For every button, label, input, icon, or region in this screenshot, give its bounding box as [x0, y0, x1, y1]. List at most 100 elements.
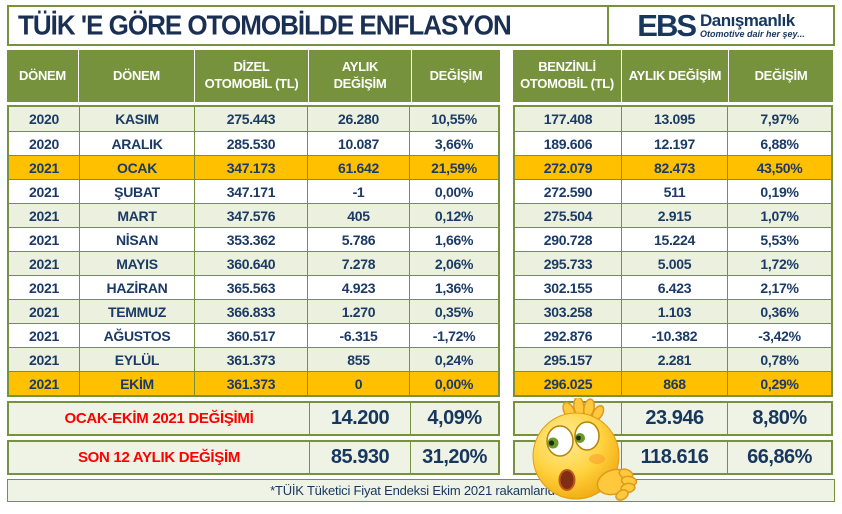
benzin-change-pct-cell: 1,72% — [760, 255, 799, 272]
benzin-price-cell: 302.155 — [515, 276, 622, 299]
benzin-price-cell: 295.157 — [515, 348, 622, 371]
dizel-table: 2020 KASIM 275.443 26.280 10,55% 2020 ARALIK 28… — [7, 105, 500, 397]
header-benzin-monthly-change: AYLIK DEĞİŞİM — [622, 50, 729, 102]
benzin-monthly-change-cell: 5.005 — [622, 252, 728, 275]
month-cell: TEMMUZ — [80, 300, 195, 323]
year-cell: 2021 — [9, 300, 80, 323]
table-row: 303.258 1.103 0,36% — [515, 299, 831, 323]
dizel-monthly-change-cell: 7.278 — [308, 252, 410, 275]
summary-row-ocak-ekim: OCAK-EKİM 2021 DEĞİŞİMİ 14.200 4,09% 23.… — [7, 401, 835, 436]
summary-left-box: OCAK-EKİM 2021 DEĞİŞİMİ 14.200 4,09% — [7, 401, 500, 436]
month-cell: ARALIK — [80, 132, 195, 155]
summary-benzin-pct-value: 8,80% — [752, 407, 807, 429]
summary-benzin-monthly-value: 23.946 — [645, 407, 704, 429]
dizel-change-pct-cell: 0,00% — [434, 183, 474, 200]
benzin-monthly-change-cell: 15.224 — [622, 228, 728, 251]
benzin-price-cell: 272.079 — [515, 156, 622, 179]
header-donem-month: DÖNEM — [79, 50, 195, 102]
dizel-price-cell: 347.173 — [195, 156, 308, 179]
header-benzin-price: BENZİNLİ OTOMOBİL (TL) — [513, 50, 622, 102]
summary-row-son-12-aylik: SON 12 AYLIK DEĞİŞİM 85.930 31,20% 118.6… — [7, 440, 835, 475]
dizel-monthly-change-cell: 0 — [308, 372, 410, 395]
dizel-monthly-change-cell: -6.315 — [308, 324, 410, 347]
ebs-logo: EBS Danışmanlık Otomotive dair her şey..… — [607, 5, 835, 46]
year-cell: 2021 — [9, 348, 80, 371]
dizel-change-pct-cell: 0,24% — [434, 351, 474, 368]
benzin-monthly-change-cell: 1.103 — [622, 300, 728, 323]
summary-dizel-pct-value: 4,09% — [427, 407, 482, 429]
benzin-monthly-change-cell: -10.382 — [622, 324, 728, 347]
logo-company-name: Danışmanlık — [700, 10, 795, 30]
benzin-change-pct-cell: 5,53% — [760, 231, 799, 248]
year-cell: 2021 — [9, 252, 80, 275]
year-cell: 2021 — [9, 156, 80, 179]
benzin-monthly-change-cell: 868 — [622, 372, 728, 395]
dizel-header-group: DÖNEM DÖNEM DİZEL OTOMOBİL (TL) AYLIK DE… — [7, 50, 500, 102]
month-cell: EKİM — [80, 372, 195, 395]
benzin-monthly-change-cell: 511 — [622, 180, 728, 203]
header-dizel-monthly-change: AYLIK DEĞİŞİM — [309, 50, 412, 102]
dizel-monthly-change-cell: 405 — [308, 204, 410, 227]
dizel-price-cell: 285.530 — [195, 132, 308, 155]
table-header-row: DÖNEM DÖNEM DİZEL OTOMOBİL (TL) AYLIK DE… — [7, 50, 835, 102]
month-cell: OCAK — [80, 156, 195, 179]
table-row: 2021 EKİM 361.373 0 0,00% — [9, 371, 498, 395]
title-bar: TÜİK 'E GÖRE OTOMOBİLDE ENFLASYON EBS Da… — [7, 5, 835, 46]
dizel-change-pct-cell: 1,36% — [434, 279, 474, 296]
dizel-price-cell: 347.171 — [195, 180, 308, 203]
benzin-price-cell: 177.408 — [515, 107, 622, 131]
column-gap — [500, 401, 513, 436]
dizel-change-pct-cell: 3,66% — [434, 135, 474, 152]
dizel-monthly-change-cell: -1 — [308, 180, 410, 203]
dizel-price-cell: 360.517 — [195, 324, 308, 347]
dizel-price-cell: 275.443 — [195, 107, 308, 131]
summary-blank-cell — [515, 403, 622, 434]
benzin-change-pct-cell: 0,29% — [760, 375, 799, 392]
summary-dizel-pct-value: 31,20% — [422, 446, 487, 468]
month-cell: AĞUSTOS — [80, 324, 195, 347]
dizel-change-pct-cell: 0,00% — [434, 375, 474, 392]
header-donem-year: DÖNEM — [7, 50, 79, 102]
table-row: 275.504 2.915 1,07% — [515, 203, 831, 227]
year-cell: 2020 — [9, 132, 80, 155]
month-cell: KASIM — [80, 107, 195, 131]
column-gap — [500, 440, 513, 475]
dizel-price-cell: 366.833 — [195, 300, 308, 323]
dizel-change-pct-cell: -1,72% — [432, 327, 476, 344]
logo-abbr-text: EBS — [637, 8, 697, 43]
summary-blank-cell — [515, 442, 622, 473]
summary-dizel-monthly-value: 14.200 — [330, 407, 390, 429]
benzin-table: 177.408 13.095 7,97% 189.606 12.197 6,88% 272.… — [513, 105, 833, 397]
header-benzin-change-pct: DEĞİŞİM — [754, 67, 808, 83]
summary-benzin-monthly-value: 118.616 — [640, 446, 709, 468]
month-cell: HAZİRAN — [80, 276, 195, 299]
table-row: 2020 ARALIK 285.530 10.087 3,66% — [9, 131, 498, 155]
table-row: 2021 MAYIS 360.640 7.278 2,06% — [9, 251, 498, 275]
dizel-change-pct-cell: 21,59% — [431, 159, 477, 176]
dizel-change-pct-cell: 10,55% — [431, 111, 477, 127]
dizel-monthly-change-cell: 5.786 — [308, 228, 410, 251]
benzin-change-pct-cell: 0,36% — [760, 303, 799, 320]
benzin-monthly-change-cell: 13.095 — [622, 107, 728, 131]
header-dizel-price: DİZEL OTOMOBİL (TL) — [195, 50, 309, 102]
dizel-monthly-change-cell: 26.280 — [308, 107, 410, 131]
table-row: 295.733 5.005 1,72% — [515, 251, 831, 275]
benzin-change-pct-cell: 2,17% — [760, 279, 799, 296]
summary-label: SON 12 AYLIK DEĞİŞİM — [77, 449, 241, 466]
benzin-monthly-change-cell: 2.281 — [622, 348, 728, 371]
table-row: 295.157 2.281 0,78% — [515, 347, 831, 371]
table-row: 2021 AĞUSTOS 360.517 -6.315 -1,72% — [9, 323, 498, 347]
benzin-price-cell: 303.258 — [515, 300, 622, 323]
table-row: 2021 ŞUBAT 347.171 -1 0,00% — [9, 179, 498, 203]
footnote: *TÜİK Tüketici Fiyat Endeksi Ekim 2021 r… — [7, 479, 835, 502]
dizel-price-cell: 365.563 — [195, 276, 308, 299]
benzin-price-cell: 296.025 — [515, 372, 622, 395]
benzin-monthly-change-cell: 2.915 — [622, 204, 728, 227]
dizel-monthly-change-cell: 1.270 — [308, 300, 410, 323]
benzin-header-group: BENZİNLİ OTOMOBİL (TL) AYLIK DEĞİŞİM DEĞ… — [513, 50, 833, 102]
table-row: 177.408 13.095 7,97% — [515, 107, 831, 131]
year-cell: 2021 — [9, 180, 80, 203]
dizel-change-pct-cell: 0,12% — [434, 207, 474, 224]
month-cell: NİSAN — [80, 228, 195, 251]
month-cell: MAYIS — [80, 252, 195, 275]
